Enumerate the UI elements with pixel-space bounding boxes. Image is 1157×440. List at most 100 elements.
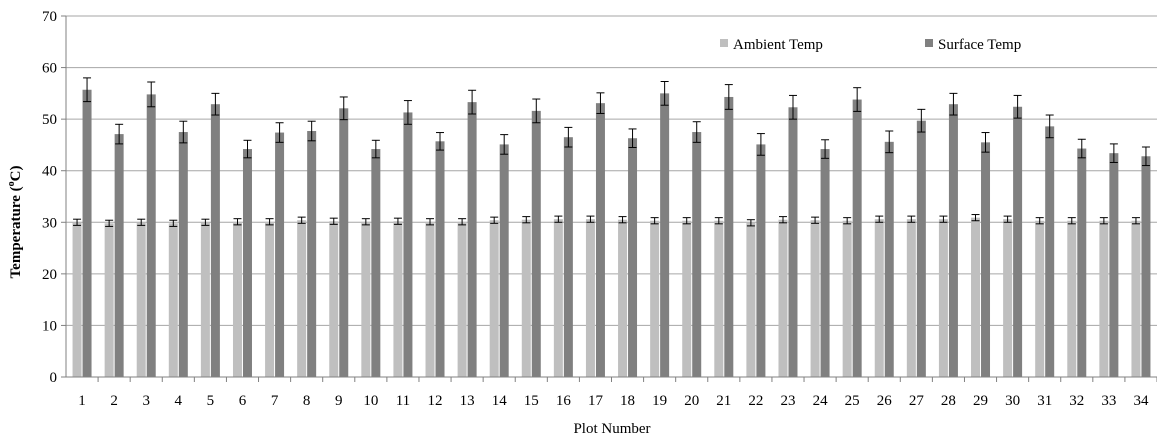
surface-temp-bar: [499, 144, 509, 377]
surface-temp-bar: [307, 131, 317, 377]
x-tick-label: 12: [428, 393, 443, 409]
x-tick-label: 17: [588, 393, 604, 409]
y-tick-label: 40: [42, 164, 57, 180]
ambient-temp-bar: [714, 220, 724, 377]
ambient-temp-bar: [1131, 220, 1141, 377]
x-tick-label: 8: [303, 393, 311, 409]
ambient-temp-bar: [104, 223, 114, 377]
surface-temp-bar: [1141, 156, 1151, 377]
y-axis-label: Temperature (oC): [6, 166, 24, 279]
x-axis-label: Plot Number: [573, 421, 650, 437]
ambient-temp-bar: [265, 221, 275, 377]
surface-temp-bar: [948, 104, 958, 378]
ambient-temp-bar: [329, 221, 339, 377]
ambient-temp-bar: [778, 219, 788, 377]
ambient-temp-bar: [938, 219, 948, 377]
ambient-temp-bar: [136, 222, 146, 377]
surface-temp-bar: [563, 137, 573, 377]
surface-temp-bar: [692, 132, 702, 377]
x-tick-label: 26: [877, 393, 893, 409]
x-tick-label: 10: [363, 393, 378, 409]
legend-swatch-surface: [925, 39, 933, 47]
y-tick-label: 70: [42, 9, 57, 25]
surface-temp-bar: [756, 144, 766, 377]
surface-temp-bar: [852, 99, 862, 377]
x-tick-label: 20: [684, 393, 699, 409]
axes: [65, 16, 1157, 378]
x-tick-label: 16: [556, 393, 572, 409]
x-tick-label: 5: [207, 393, 215, 409]
surface-temp-bar: [435, 141, 445, 377]
x-tick-label: 29: [973, 393, 988, 409]
ambient-temp-bar: [1003, 219, 1013, 377]
ambient-temp-bar: [489, 220, 499, 377]
ambient-temp-bar: [618, 219, 628, 377]
ambient-temp-bar: [1067, 220, 1077, 377]
y-tick-labels: 0 10 20 30 40 50 60 70: [42, 9, 66, 386]
ambient-temp-bar: [650, 220, 660, 377]
ambient-temp-bar: [232, 221, 242, 377]
ambient-temp-bar: [425, 221, 435, 377]
ambient-temp-bar: [1099, 220, 1109, 377]
ambient-temp-bar: [200, 222, 210, 377]
error-bars: [73, 77, 1150, 227]
y-tick-label: 20: [42, 267, 57, 283]
legend-label-ambient: Ambient Temp: [733, 37, 823, 53]
surface-temp-bar: [820, 149, 830, 377]
surface-temp-bar: [403, 112, 413, 377]
x-tick-label: 1: [78, 393, 86, 409]
x-tick-label: 27: [909, 393, 925, 409]
x-tick-label: 28: [941, 393, 956, 409]
x-tick-label: 22: [748, 393, 763, 409]
ambient-temp-bar: [682, 220, 692, 377]
legend: Ambient Temp Surface Temp: [720, 37, 1021, 53]
x-tick-label: 19: [652, 393, 667, 409]
x-tick-label: 2: [110, 393, 118, 409]
surface-temp-bar: [146, 94, 156, 377]
surface-temp-bar: [339, 108, 349, 377]
x-tick-label: 18: [620, 393, 635, 409]
surface-temp-bar: [724, 96, 734, 378]
ambient-temp-bar: [1035, 220, 1045, 377]
x-tick-label: 15: [524, 393, 539, 409]
gridlines: [66, 15, 1157, 326]
ambient-temp-bar: [971, 217, 981, 377]
surface-temp-bar: [884, 141, 894, 377]
x-tick-label: 31: [1037, 393, 1052, 409]
x-tick-label: 30: [1005, 393, 1020, 409]
x-tick-label: 6: [239, 393, 247, 409]
x-tick-labels: 1 2 3 4 5 6 7 8 9 10 11 12 13 14 15 16 17 18 19 20 21 22 23 24 2…: [78, 377, 1157, 409]
ambient-temp-bar: [746, 222, 756, 377]
surface-temp-bar: [114, 134, 124, 377]
ambient-temp-bar: [585, 219, 595, 377]
surface-temp-bar: [210, 104, 220, 378]
surface-temp-bar: [1045, 126, 1055, 377]
x-tick-label: 23: [780, 393, 795, 409]
surface-temp-bar: [531, 110, 541, 378]
surface-temp-bar: [82, 89, 92, 378]
x-tick-label: 7: [271, 393, 279, 409]
x-tick-label: 13: [460, 393, 475, 409]
ambient-temp-bar: [842, 220, 852, 377]
y-tick-label: 30: [42, 215, 57, 231]
y-tick-label: 10: [42, 318, 57, 334]
x-tick-label: 11: [396, 393, 410, 409]
ambient-temp-bar: [553, 219, 563, 377]
surface-temp-bar: [242, 149, 252, 377]
surface-temp-bar: [788, 107, 798, 377]
ambient-temp-bar: [906, 219, 916, 377]
x-tick-label: 3: [142, 393, 150, 409]
x-tick-label: 33: [1101, 393, 1116, 409]
x-tick-label: 25: [845, 393, 860, 409]
ambient-temp-bar: [361, 221, 371, 377]
surface-temp-bar: [916, 120, 926, 377]
bars: [72, 89, 1151, 378]
surface-temp-bar: [467, 102, 477, 378]
y-tick-label: 0: [50, 370, 58, 386]
ambient-temp-bar: [457, 221, 467, 377]
ambient-temp-bar: [810, 220, 820, 377]
x-tick-label: 14: [492, 393, 508, 409]
surface-temp-bar: [628, 138, 638, 377]
surface-temp-bar: [371, 149, 381, 377]
